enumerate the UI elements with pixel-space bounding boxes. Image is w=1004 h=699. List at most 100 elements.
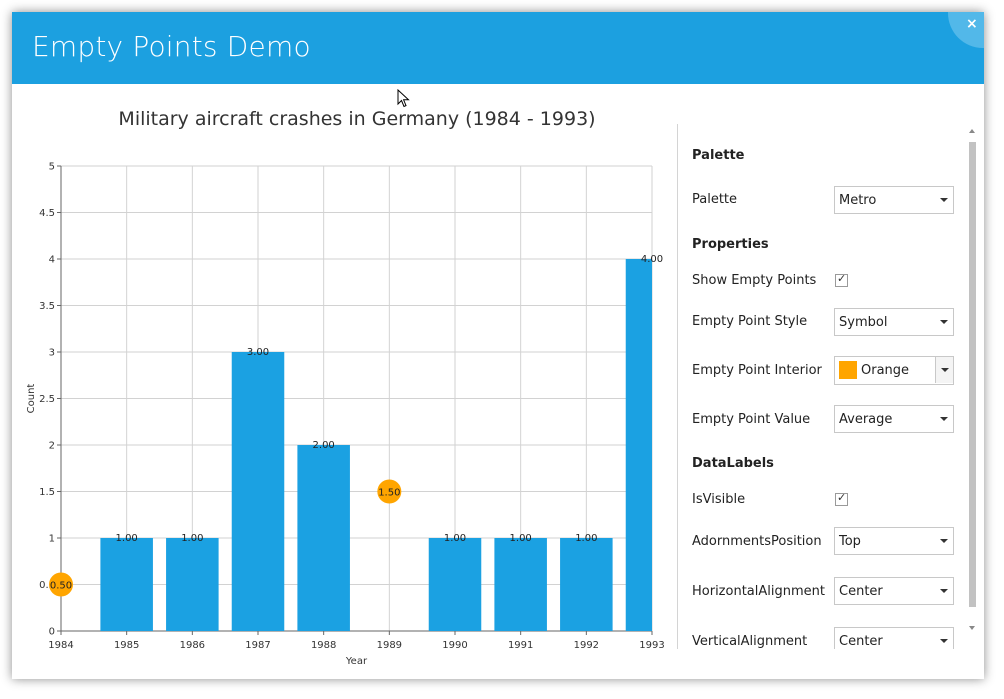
data-label: 3.00 xyxy=(247,347,269,358)
datalabels-section-header: DataLabels xyxy=(692,456,774,471)
scroll-down-arrow-icon xyxy=(969,626,975,630)
x-tick-label: 1992 xyxy=(574,640,599,651)
y-axis-title: Count xyxy=(26,384,37,414)
data-label: 4.00 xyxy=(641,254,663,265)
y-tick-label: 2 xyxy=(49,441,55,452)
horizontal-alignment-value: Center xyxy=(839,584,883,599)
vertical-alignment-combo[interactable]: Center xyxy=(834,627,954,649)
x-tick-label: 1985 xyxy=(114,640,139,651)
adornments-position-value: Top xyxy=(839,534,861,549)
show-empty-points-label: Show Empty Points xyxy=(692,273,817,288)
horizontal-alignment-dropdown-button[interactable] xyxy=(935,578,953,604)
bar xyxy=(100,538,153,631)
show-empty-points-checkbox[interactable]: ✓ xyxy=(835,272,848,287)
x-tick-label: 1989 xyxy=(377,640,402,651)
y-tick-label: 0.5 xyxy=(39,580,55,591)
y-tick-label: 2.5 xyxy=(39,394,55,405)
empty-point-interior-combo[interactable]: Orange xyxy=(834,356,954,385)
y-tick-label: 3.5 xyxy=(39,301,55,312)
empty-point-style-combo[interactable]: Symbol xyxy=(834,308,954,336)
mouse-cursor-icon xyxy=(397,89,410,108)
data-label: 2.00 xyxy=(313,440,335,451)
y-tick-label: 1.5 xyxy=(39,487,55,498)
palette-section-header: Palette xyxy=(692,148,745,163)
data-label: 0.50 xyxy=(50,581,72,592)
empty-point-value-dropdown-button[interactable] xyxy=(935,406,953,432)
chevron-down-icon xyxy=(940,639,948,643)
title-bar: Empty Points Demo × xyxy=(12,12,984,84)
data-label: 1.00 xyxy=(181,533,203,544)
vertical-alignment-dropdown-button[interactable] xyxy=(935,628,953,649)
bar xyxy=(428,538,482,631)
x-tick-label: 1991 xyxy=(508,640,533,651)
y-tick-label: 5 xyxy=(49,162,55,173)
data-label: 1.50 xyxy=(378,488,400,499)
empty-point-interior-label: Empty Point Interior xyxy=(692,363,822,378)
isvisible-label: IsVisible xyxy=(692,492,746,507)
chart-area: Military aircraft crashes in Germany (19… xyxy=(12,96,672,679)
checkmark-icon: ✓ xyxy=(837,491,847,504)
bar xyxy=(166,538,219,631)
chevron-down-icon xyxy=(940,198,948,202)
chevron-down-icon xyxy=(940,539,948,543)
empty-point-interior-dropdown-button[interactable] xyxy=(935,357,953,383)
checkmark-icon: ✓ xyxy=(837,272,847,285)
x-tick-label: 1988 xyxy=(311,640,336,651)
horizontal-alignment-label: HorizontalAlignment xyxy=(692,584,825,599)
vertical-alignment-label: VerticalAlignment xyxy=(692,634,808,649)
bar xyxy=(231,352,285,631)
y-tick-label: 1 xyxy=(49,534,55,545)
palette-combo[interactable]: Metro xyxy=(834,186,954,214)
chevron-down-icon xyxy=(940,320,948,324)
horizontal-alignment-combo[interactable]: Center xyxy=(834,577,954,605)
scrollbar-thumb[interactable] xyxy=(969,142,976,607)
bar xyxy=(494,538,547,631)
close-button[interactable]: × xyxy=(948,12,984,48)
properties-section-header: Properties xyxy=(692,237,769,252)
chevron-down-icon xyxy=(940,589,948,593)
empty-point-value-combo[interactable]: Average xyxy=(834,405,954,433)
x-tick-label: 1986 xyxy=(180,640,205,651)
y-tick-label: 0 xyxy=(49,627,55,638)
bar xyxy=(297,445,350,631)
demo-window: Empty Points Demo × Military aircraft cr… xyxy=(12,12,984,679)
palette-dropdown-button[interactable] xyxy=(935,187,953,213)
x-tick-label: 1990 xyxy=(442,640,467,651)
y-tick-label: 4 xyxy=(49,255,55,266)
column-chart: 0 0.5 1 1.5 2 2.5 3 3.5 4 4.5 5 1984 1985 1986 1987 198… xyxy=(26,162,665,668)
empty-point-value-value: Average xyxy=(839,412,893,427)
x-tick-label: 1987 xyxy=(245,640,270,651)
chevron-down-icon xyxy=(940,417,948,421)
adornments-position-combo[interactable]: Top xyxy=(834,527,954,555)
empty-point-style-value: Symbol xyxy=(839,315,888,330)
palette-value: Metro xyxy=(839,193,877,208)
empty-point-interior-value: Orange xyxy=(861,363,910,378)
y-tick-label: 4.5 xyxy=(39,208,55,219)
scroll-up-button[interactable] xyxy=(968,127,976,135)
empty-point-marker xyxy=(377,479,402,504)
empty-point-style-dropdown-button[interactable] xyxy=(935,309,953,335)
color-swatch xyxy=(839,361,857,379)
x-axis-title: Year xyxy=(345,656,368,667)
empty-point-value-label: Empty Point Value xyxy=(692,412,811,427)
x-tick-label: 1984 xyxy=(48,640,73,651)
data-label: 1.00 xyxy=(444,533,466,544)
adornments-position-dropdown-button[interactable] xyxy=(935,528,953,554)
bar xyxy=(560,538,613,631)
empty-point-marker xyxy=(49,572,73,597)
empty-point-style-label: Empty Point Style xyxy=(692,314,808,329)
scroll-up-arrow-icon xyxy=(969,129,975,133)
data-label: 1.00 xyxy=(575,533,597,544)
bar xyxy=(625,259,652,631)
adornments-position-label: AdornmentsPosition xyxy=(692,534,822,549)
scroll-down-button[interactable] xyxy=(968,624,976,632)
chart-title: Military aircraft crashes in Germany (19… xyxy=(118,108,596,130)
x-tick-label: 1993 xyxy=(639,640,664,651)
settings-panel: Palette Palette Metro Properties Show Em… xyxy=(680,126,972,649)
isvisible-checkbox[interactable]: ✓ xyxy=(835,491,848,506)
vertical-alignment-value: Center xyxy=(839,634,883,649)
data-label: 1.00 xyxy=(116,533,138,544)
data-label: 1.00 xyxy=(510,533,532,544)
window-title: Empty Points Demo xyxy=(32,30,311,63)
panel-divider xyxy=(677,124,678,649)
